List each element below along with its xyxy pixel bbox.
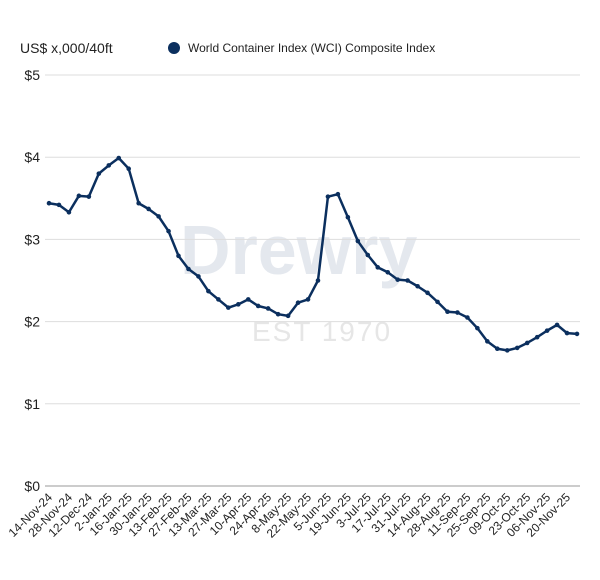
data-point [375, 265, 381, 270]
data-point [126, 166, 131, 172]
data-point [235, 302, 241, 307]
data-point [325, 194, 331, 199]
y-tick-label: $3 [24, 231, 40, 247]
data-point [564, 330, 570, 336]
data-point [56, 202, 62, 208]
y-tick-label: $5 [24, 67, 40, 83]
legend-marker-icon [168, 42, 180, 54]
data-point [245, 297, 251, 302]
data-point [156, 214, 161, 219]
data-point [345, 214, 351, 220]
data-point [554, 322, 560, 328]
data-point [395, 277, 400, 282]
data-point [305, 297, 311, 302]
data-point [544, 328, 550, 333]
data-point [76, 193, 82, 199]
data-point [355, 238, 361, 244]
data-point [66, 209, 72, 215]
data-point [96, 171, 102, 176]
data-point [465, 315, 470, 320]
legend-label: World Container Index (WCI) Composite In… [188, 41, 436, 55]
data-point [116, 155, 122, 161]
data-point [475, 325, 480, 331]
data-point [405, 278, 410, 283]
data-point [504, 348, 510, 353]
data-point [295, 300, 301, 305]
watermark-logo: Drewry [180, 211, 418, 289]
y-axis-unit: US$ x,000/40ft [20, 40, 113, 56]
data-point [495, 346, 500, 352]
data-point [425, 290, 430, 296]
data-point [166, 228, 171, 234]
data-point [485, 339, 490, 344]
data-point [176, 253, 181, 259]
data-point [574, 331, 580, 337]
data-point [285, 313, 291, 319]
data-point [365, 252, 371, 258]
data-point [265, 306, 271, 311]
data-point [86, 194, 92, 199]
data-point [206, 288, 211, 294]
y-tick-label: $4 [24, 149, 40, 165]
data-point [46, 200, 52, 206]
data-point [335, 191, 341, 197]
data-point [255, 303, 261, 309]
data-point [186, 266, 191, 272]
legend: World Container Index (WCI) Composite In… [168, 41, 435, 55]
data-point [514, 345, 520, 351]
data-point [216, 297, 221, 302]
data-point [275, 311, 281, 317]
data-point [524, 340, 530, 346]
data-point [146, 206, 151, 212]
data-point [136, 200, 141, 206]
data-point [455, 310, 460, 315]
data-point [315, 278, 321, 283]
data-point [196, 274, 201, 279]
y-tick-label: $0 [24, 478, 40, 494]
y-tick-label: $1 [24, 396, 40, 412]
y-tick-label: $2 [24, 314, 40, 330]
data-point [226, 305, 231, 310]
data-point [106, 163, 112, 168]
data-point [415, 283, 420, 289]
data-point [534, 334, 540, 340]
data-point [435, 299, 440, 305]
data-point [385, 269, 391, 275]
data-point [445, 309, 450, 315]
